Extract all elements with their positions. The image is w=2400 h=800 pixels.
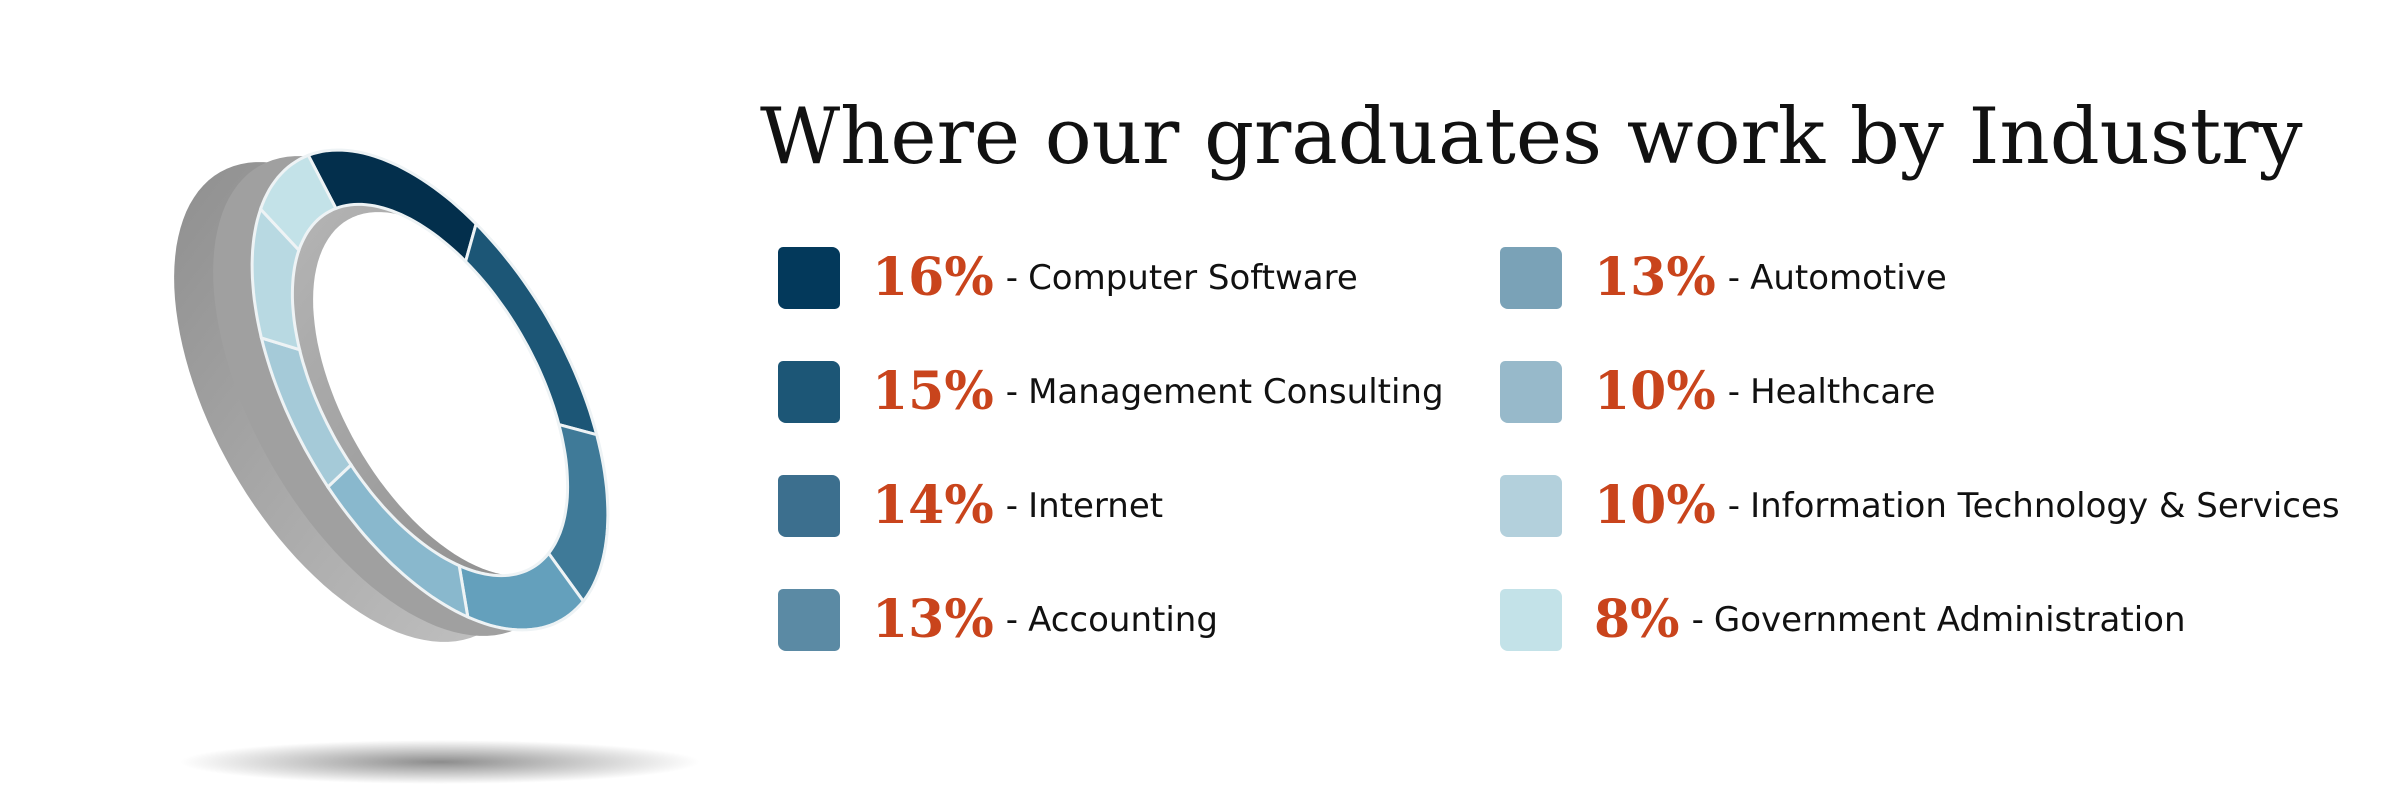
legend-separator: - xyxy=(1727,486,1741,526)
legend-swatch xyxy=(778,361,840,423)
legend-swatch xyxy=(778,589,840,651)
legend-item: 16% - Computer Software xyxy=(778,246,1358,310)
legend-swatch xyxy=(778,475,840,537)
legend-percent: 14% xyxy=(872,475,994,536)
legend-percent: 10% xyxy=(1594,475,1716,536)
legend-percent: 10% xyxy=(1594,361,1716,422)
legend-label: Information Technology & Services xyxy=(1750,486,2340,526)
chart-title: Where our graduates work by Industry xyxy=(760,92,2303,182)
legend-label: Management Consulting xyxy=(1028,372,1444,412)
legend-label: Accounting xyxy=(1028,600,1218,640)
legend-swatch xyxy=(1500,475,1562,537)
legend-item: 15% - Management Consulting xyxy=(778,360,1444,424)
legend-separator: - xyxy=(1727,372,1741,412)
legend-percent: 13% xyxy=(872,589,994,650)
legend-item: 10% - Information Technology & Services xyxy=(1500,474,2340,538)
legend-label: Computer Software xyxy=(1028,258,1358,298)
legend-item: 13% - Accounting xyxy=(778,588,1218,652)
legend-label: Healthcare xyxy=(1750,372,1936,412)
ring-hole xyxy=(313,212,583,576)
legend-swatch xyxy=(778,247,840,309)
legend-separator: - xyxy=(1727,258,1741,298)
legend-separator: - xyxy=(1005,258,1019,298)
donut-segment-government-administration xyxy=(258,153,338,253)
legend-swatch xyxy=(1500,589,1562,651)
legend-label: Internet xyxy=(1028,486,1164,526)
legend-percent: 13% xyxy=(1594,247,1716,308)
ring-shadow xyxy=(180,740,700,784)
legend-separator: - xyxy=(1005,372,1019,412)
legend-label: Government Administration xyxy=(1713,600,2186,640)
legend-swatch xyxy=(1500,361,1562,423)
legend-separator: - xyxy=(1005,486,1019,526)
legend-separator: - xyxy=(1005,600,1019,640)
legend-separator: - xyxy=(1691,600,1704,640)
legend-item: 14% - Internet xyxy=(778,474,1163,538)
donut-chart xyxy=(174,148,700,784)
legend-item: 10% - Healthcare xyxy=(1500,360,1935,424)
legend-label: Automotive xyxy=(1750,258,1947,298)
legend-item: 13% - Automotive xyxy=(1500,246,1947,310)
legend-item: 8% - Government Administration xyxy=(1500,588,2186,652)
legend-swatch xyxy=(1500,247,1562,309)
legend-percent: 8% xyxy=(1594,589,1680,650)
legend-percent: 16% xyxy=(872,247,994,308)
legend-percent: 15% xyxy=(872,361,994,422)
